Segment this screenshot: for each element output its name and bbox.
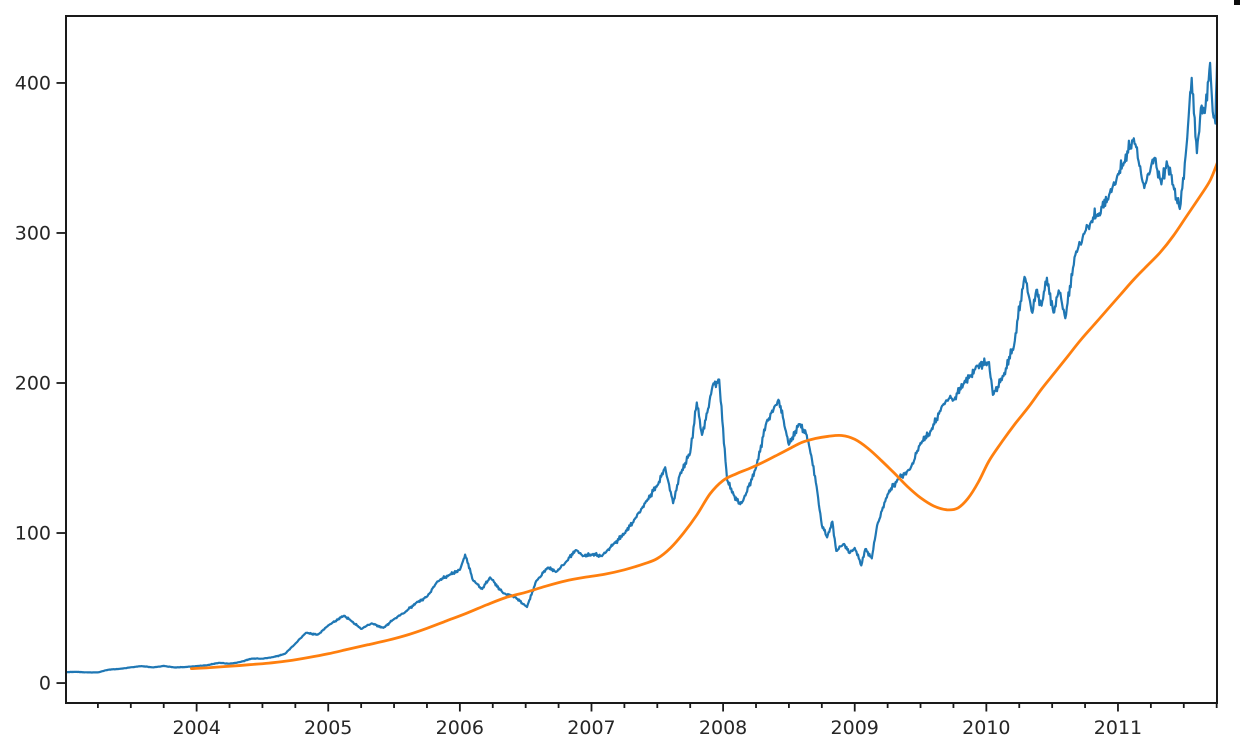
x-tick-label: 2004 [172, 717, 220, 739]
y-tick-label: 100 [15, 523, 51, 545]
y-tick-label: 0 [39, 673, 51, 695]
y-tick-label: 300 [15, 222, 51, 244]
x-tick-label: 2005 [304, 717, 352, 739]
plot-frame [65, 15, 1218, 704]
axis-ticks [56, 82, 1218, 712]
x-tick-label: 2006 [436, 717, 484, 739]
x-tick-label: 2010 [962, 717, 1010, 739]
x-tick-label: 2008 [699, 717, 747, 739]
x-tick-label: 2011 [1094, 717, 1142, 739]
y-tick-label: 200 [15, 373, 51, 395]
moving-average-line [190, 162, 1216, 670]
plot-series [67, 60, 1216, 674]
x-tick-label: 2009 [831, 717, 879, 739]
x-tick-label: 2007 [567, 717, 615, 739]
daily-price-line [67, 60, 1216, 674]
axis-tick-labels: 2004 2005 2006 2007 2008 2009 2010 2011 0 100 200 3… [15, 72, 1142, 739]
y-tick-label: 400 [15, 72, 51, 94]
screen-corner-artifact [1234, 0, 1240, 5]
